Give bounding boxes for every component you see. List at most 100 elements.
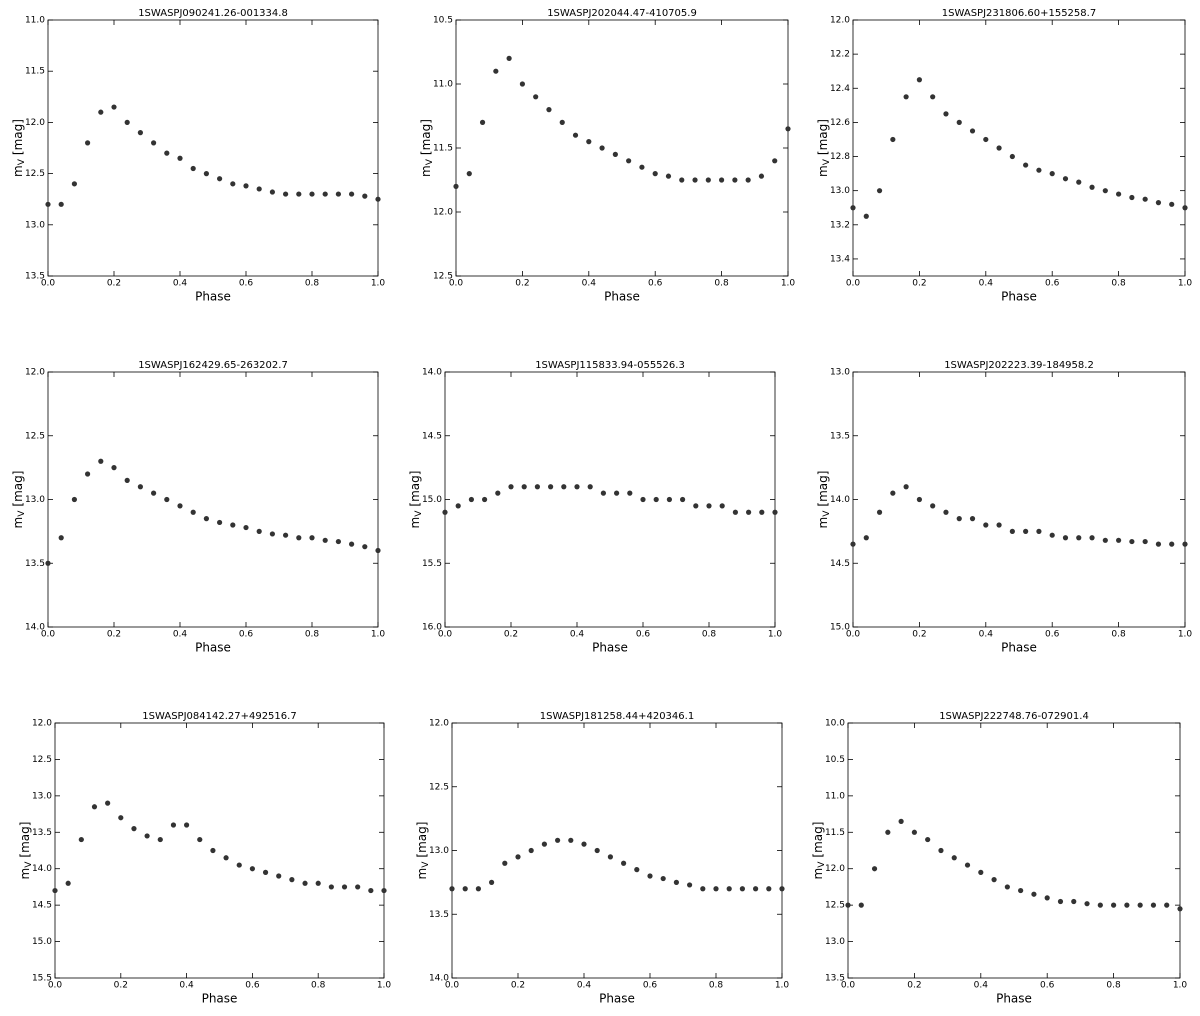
data-point [217,519,223,526]
y-tick-label: 13.0 [429,846,449,856]
x-tick-label: 0.4 [173,630,188,640]
plot-frame [455,19,789,277]
data-point [1169,201,1175,207]
x-tick-label: 0.8 [305,630,320,640]
data-point [858,902,864,908]
data-point [1036,528,1042,534]
plot-frame [54,722,385,979]
data-point [1071,898,1077,905]
y-label-unit: [mag] [419,119,433,155]
data-point [612,151,618,157]
data-point [479,119,486,125]
data-point [58,535,64,541]
data-point [574,484,580,490]
y-label-unit: [mag] [11,119,25,155]
x-tick-label: 0.0 [846,279,861,289]
y-label-symbol: m [415,868,429,880]
data-point [956,516,962,522]
x-tick-label: 0.8 [1111,279,1126,289]
y-tick-label: 12.5 [433,272,453,282]
panel: 1SWASPJ162429.65-263202.7 Phase mV [mag] 0.0… [11,360,386,655]
data-point [1177,906,1183,912]
data-point [217,176,223,182]
data-point [349,541,355,547]
plot-frame [47,371,379,628]
data-point [1018,887,1024,894]
data-point [495,490,501,496]
data-point [903,484,909,490]
data-point [991,877,997,883]
data-point [614,490,620,496]
y-label-subscript: V [17,510,27,517]
data-point [693,503,699,509]
plot-frame [444,371,776,628]
data-point [269,531,275,537]
data-point [177,503,183,509]
x-tick-label: 0.0 [841,981,856,991]
panel-title: 1SWASPJ084142.27+492516.7 [142,711,296,722]
y-tick-label: 15.0 [32,937,52,947]
data-point [1089,535,1095,541]
data-point [943,509,949,515]
plot-frame [852,19,1186,277]
data-point [309,191,315,197]
x-tick-label: 0.6 [1045,279,1060,289]
data-point [726,886,732,892]
y-tick-label: 14.0 [429,974,449,984]
data-point [151,140,157,146]
x-tick-label: 0.6 [1045,630,1060,640]
data-point [1057,898,1064,905]
data-point [969,516,976,522]
y-label-symbol: m [18,868,32,880]
data-point [91,804,98,810]
data-point [930,503,936,509]
y-label-symbol: m [11,517,25,529]
panel-title: 1SWASPJ115833.94-055526.3 [535,360,685,371]
x-tick-label: 0.2 [907,981,921,991]
data-point [1102,188,1108,194]
y-tick-label: 13.5 [25,272,45,282]
data-point [996,522,1002,528]
y-tick-label: 14.0 [830,495,850,505]
data-point [349,191,355,197]
data-point [58,201,64,207]
x-tick-label: 1.0 [781,279,796,289]
data-point [197,836,203,843]
panel: 1SWASPJ202044.47-410705.9 Phase mV [mag] 0.0… [419,8,796,304]
data-point [660,875,666,882]
panel: 1SWASPJ090241.26-001334.8 Phase mV [mag] 0.0… [11,8,386,304]
y-tick-label: 13.4 [830,254,850,264]
data-point [626,158,632,164]
data-point [71,496,77,503]
data-point [71,181,77,187]
y-tick-label: 14.0 [32,864,52,874]
data-point [462,886,468,892]
x-tick-label: 0.2 [504,630,518,640]
data-point [85,140,91,146]
data-point [124,119,130,125]
x-tick-label: 1.0 [775,981,790,991]
data-point [489,879,495,885]
plot-frame [47,19,379,277]
x-tick-label: 0.2 [114,981,128,991]
data-point [863,213,869,219]
data-point [289,877,295,883]
y-label-symbol: m [811,868,825,880]
y-tick-label: 11.5 [433,144,453,154]
y-axis-label: mV [mag] [811,822,827,880]
x-tick-label: 0.2 [107,279,121,289]
y-tick-label: 13.5 [830,431,850,441]
data-point [903,94,909,100]
data-point [296,535,302,541]
data-point [679,177,685,183]
data-point [586,139,592,145]
data-point [706,503,712,509]
data-point [951,855,957,861]
y-tick-label: 11.0 [25,16,45,26]
y-tick-label: 12.5 [25,431,45,441]
data-point [203,516,209,522]
y-label-subscript: V [425,158,435,165]
y-tick-label: 12.0 [25,118,45,128]
y-tick-label: 11.5 [825,828,845,838]
data-point [515,854,521,860]
